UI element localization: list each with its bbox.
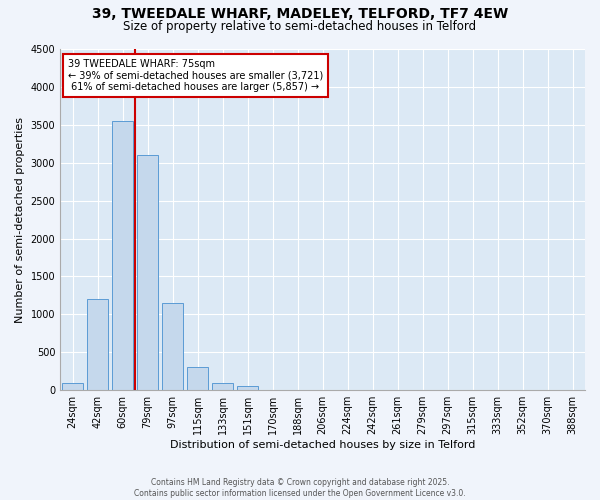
Bar <box>187 368 208 390</box>
Text: 39 TWEEDALE WHARF: 75sqm
← 39% of semi-detached houses are smaller (3,721)
 61% : 39 TWEEDALE WHARF: 75sqm ← 39% of semi-d… <box>68 59 323 92</box>
Text: 39, TWEEDALE WHARF, MADELEY, TELFORD, TF7 4EW: 39, TWEEDALE WHARF, MADELEY, TELFORD, TF… <box>92 8 508 22</box>
Text: Size of property relative to semi-detached houses in Telford: Size of property relative to semi-detach… <box>124 20 476 33</box>
Bar <box>162 303 183 390</box>
Bar <box>87 299 108 390</box>
Bar <box>112 121 133 390</box>
Text: Contains HM Land Registry data © Crown copyright and database right 2025.
Contai: Contains HM Land Registry data © Crown c… <box>134 478 466 498</box>
X-axis label: Distribution of semi-detached houses by size in Telford: Distribution of semi-detached houses by … <box>170 440 475 450</box>
Bar <box>237 386 258 390</box>
Y-axis label: Number of semi-detached properties: Number of semi-detached properties <box>15 116 25 322</box>
Bar <box>62 382 83 390</box>
Bar <box>137 155 158 390</box>
Bar <box>212 382 233 390</box>
